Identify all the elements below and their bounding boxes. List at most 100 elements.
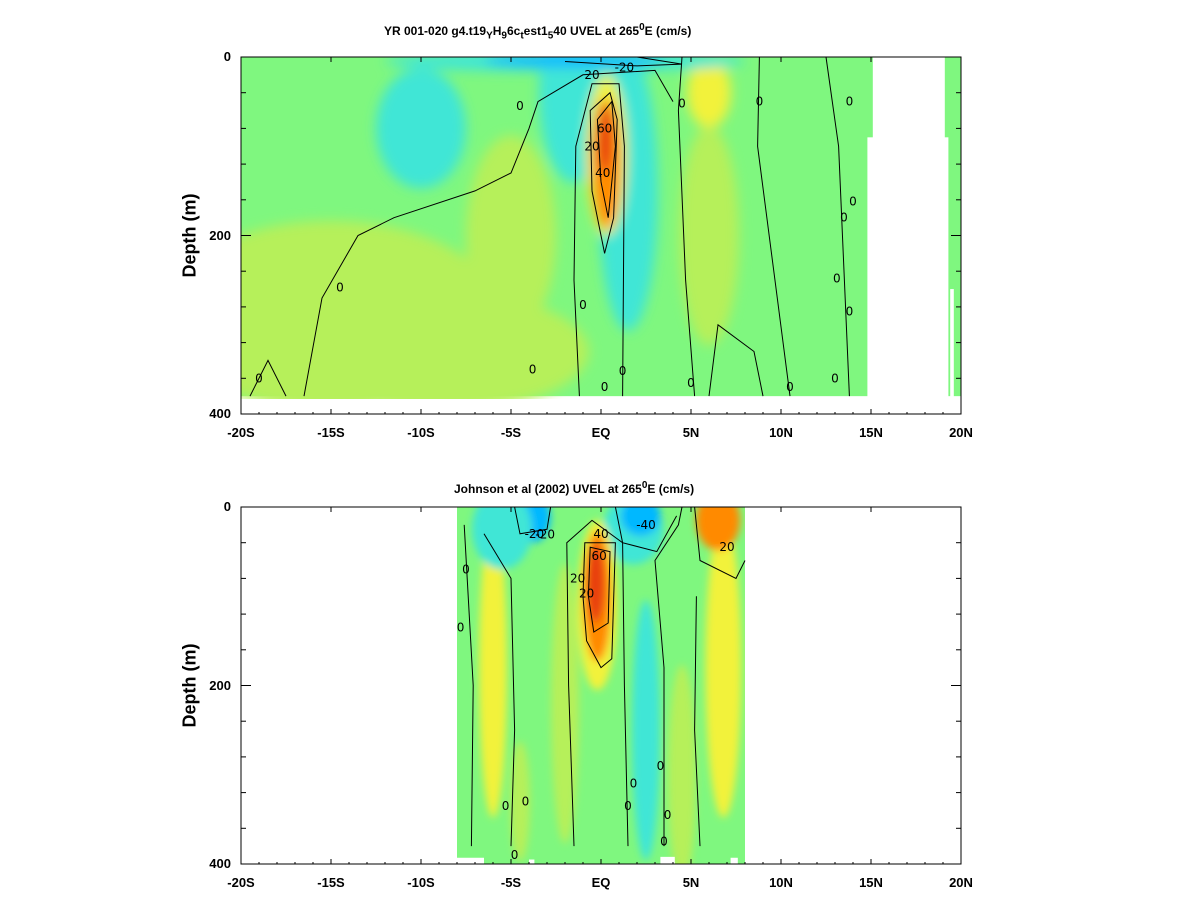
x-tick-label: -20S xyxy=(227,875,255,890)
contour-label: 40 xyxy=(595,166,610,180)
surface-west-core xyxy=(620,507,661,536)
x-tick-label: 5N xyxy=(682,425,700,440)
contour-label: 0 xyxy=(502,799,510,813)
missing-data-mask xyxy=(872,57,945,414)
contour-minus-twenty xyxy=(564,56,683,67)
contour-forty xyxy=(596,100,616,218)
x-tick-label: 10N xyxy=(769,425,793,440)
missing-data-mask xyxy=(950,289,954,414)
contour-label: 0 xyxy=(664,808,672,822)
contour-label: 0 xyxy=(457,620,465,634)
west-patch xyxy=(376,68,466,189)
contour-label: -40 xyxy=(636,518,656,532)
undercurrent-core xyxy=(595,102,614,173)
weak-east-region xyxy=(289,291,589,399)
x-tick-label: 20N xyxy=(949,875,973,890)
contour-label: -20 xyxy=(525,527,545,541)
missing-data-mask xyxy=(457,857,484,864)
contour-label: 0 xyxy=(840,211,848,225)
contour-label: 0 xyxy=(657,759,665,773)
contour-minus-twenty xyxy=(614,506,678,553)
contour-label: 0 xyxy=(630,777,638,791)
weak-east-region xyxy=(466,135,556,336)
contour-zero xyxy=(694,506,746,580)
contour-zero xyxy=(677,56,696,397)
velocity-field xyxy=(472,507,742,864)
missing-data-mask xyxy=(943,137,949,414)
contour-label: 20 xyxy=(570,571,585,585)
tick-marks xyxy=(240,56,962,415)
contour-label: 0 xyxy=(786,380,794,394)
east-band xyxy=(479,517,507,818)
contour-label: 0 xyxy=(522,795,530,809)
contour-twenty xyxy=(589,91,618,254)
contour-label: -20 xyxy=(535,528,555,542)
contour-label: 0 xyxy=(678,96,686,110)
contour-label: 0 xyxy=(255,371,263,385)
contour-zero xyxy=(249,359,287,397)
contour-forty xyxy=(587,546,611,633)
contour-zero xyxy=(825,56,850,397)
x-tick-label: -10S xyxy=(407,425,435,440)
x-tick-label: -10S xyxy=(407,875,435,890)
missing-data-mask xyxy=(529,859,535,864)
missing-data-mask xyxy=(660,856,675,864)
x-tick-label: -15S xyxy=(317,875,345,890)
x-tick-label: 15N xyxy=(859,875,883,890)
contour-label: 20 xyxy=(719,540,734,554)
contour-zero xyxy=(483,533,516,847)
missing-data-mask xyxy=(730,857,738,864)
x-tick-label: EQ xyxy=(591,875,611,890)
contour-label: 0 xyxy=(336,280,344,294)
y-tick-label: 0 xyxy=(223,49,231,64)
y-tick-label: 400 xyxy=(209,856,231,871)
y-tick-label: 400 xyxy=(209,406,231,421)
contour-label: 0 xyxy=(849,195,857,209)
contour-label: 60 xyxy=(597,121,612,135)
contour-label: 20 xyxy=(584,139,599,153)
x-tick-label: -5S xyxy=(500,875,522,890)
missing-data-mask xyxy=(867,137,875,438)
contour-label: 20 xyxy=(584,68,599,82)
chart-title-observed: Johnson et al (2002) UVEL at 2650E (cm/s… xyxy=(454,480,695,496)
x-tick-label: -15S xyxy=(317,425,345,440)
y-tick-label: 0 xyxy=(223,499,231,514)
contour-minus-twenty xyxy=(514,506,552,535)
contour-zero xyxy=(573,83,625,397)
west-flank xyxy=(472,507,532,570)
x-tick-label: -20S xyxy=(227,425,255,440)
contour-label: 0 xyxy=(601,380,609,394)
contour-label: -20 xyxy=(615,61,635,75)
surface-east-jet xyxy=(696,507,740,551)
x-tick-label: 5N xyxy=(682,875,700,890)
contour-label: 0 xyxy=(846,95,854,109)
contour-label: 0 xyxy=(462,562,470,576)
weak-east-region xyxy=(679,125,739,346)
contour-zero xyxy=(463,524,474,847)
contour-label: 0 xyxy=(831,371,839,385)
surface-east-jet xyxy=(687,57,731,128)
weak-east-region xyxy=(668,664,696,864)
contour-label: 0 xyxy=(516,99,524,113)
velocity-field xyxy=(241,57,745,399)
x-tick-label: 15N xyxy=(859,425,883,440)
contour-zero xyxy=(654,506,683,847)
x-tick-label: -5S xyxy=(500,425,522,440)
x-tick-label: EQ xyxy=(591,425,611,440)
contour-lines xyxy=(463,506,746,847)
contour-label: 20 xyxy=(579,587,594,601)
contour-zero xyxy=(757,56,791,397)
y-tick-label: 200 xyxy=(209,677,231,693)
west-band xyxy=(632,600,660,861)
contour-label: 0 xyxy=(529,362,537,376)
y-tick-label: 200 xyxy=(209,227,231,243)
contour-label: 0 xyxy=(624,799,632,813)
contour-zero xyxy=(708,323,764,397)
weak-east-region xyxy=(510,741,530,862)
contour-label: 0 xyxy=(511,848,519,862)
